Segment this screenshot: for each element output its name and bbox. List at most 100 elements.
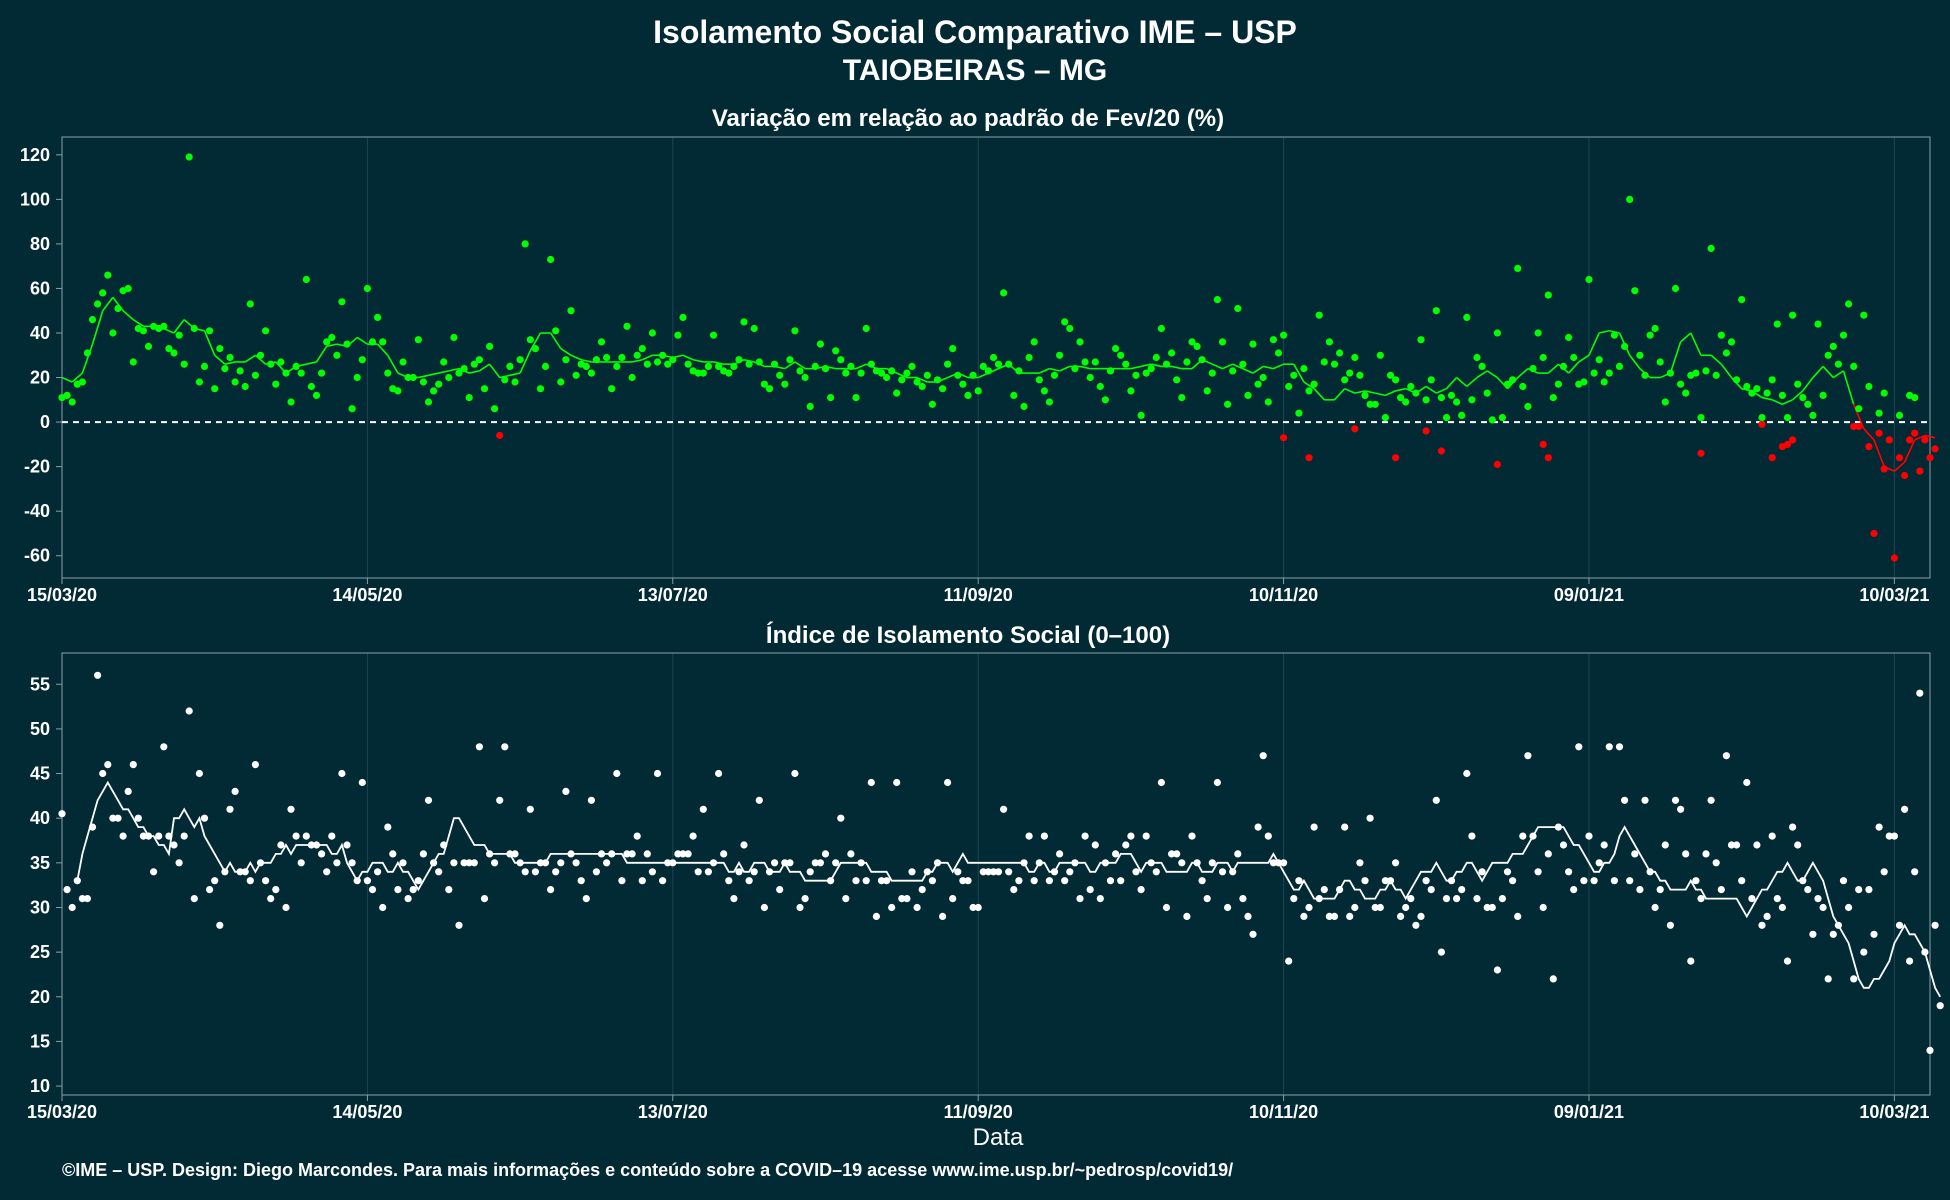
index-point xyxy=(562,787,570,796)
moving-average-segment xyxy=(1771,399,1783,406)
positive-point xyxy=(1458,411,1466,419)
positive-point xyxy=(979,362,987,370)
x-axis-label: Data xyxy=(973,1124,1024,1151)
index-point xyxy=(939,912,947,921)
positive-point xyxy=(842,369,850,377)
positive-point xyxy=(592,356,601,364)
index-point xyxy=(129,761,137,769)
index-point xyxy=(399,859,407,867)
index-point xyxy=(200,814,209,822)
moving-average-segment xyxy=(315,345,328,363)
positive-point xyxy=(1509,376,1517,384)
index-point xyxy=(1509,877,1517,885)
positive-point xyxy=(231,378,239,386)
index-point xyxy=(801,895,809,903)
index-point xyxy=(1086,886,1094,894)
index-point xyxy=(170,841,178,849)
index-point xyxy=(541,859,550,867)
index-point xyxy=(628,850,636,858)
index-point xyxy=(1778,903,1786,912)
x-tick-label: 09/01/21 xyxy=(1554,1102,1624,1122)
positive-point xyxy=(1000,289,1008,297)
index-point xyxy=(1402,903,1410,912)
index-point xyxy=(689,832,697,840)
index-point xyxy=(1300,912,1308,921)
y-tick-label: 10 xyxy=(30,1076,50,1096)
index-point xyxy=(786,859,794,867)
index-point xyxy=(1427,886,1435,894)
positive-point xyxy=(1005,360,1013,368)
positive-point xyxy=(597,338,606,346)
index-point xyxy=(1743,778,1751,787)
index-point xyxy=(720,850,728,858)
index-point xyxy=(699,805,707,813)
index-point xyxy=(984,868,993,876)
positive-point xyxy=(521,240,529,248)
index-point xyxy=(1310,823,1318,831)
index-point xyxy=(842,895,850,903)
positive-point xyxy=(1386,371,1395,379)
index-point xyxy=(1193,859,1201,867)
positive-point xyxy=(1610,331,1618,339)
panel1-title: Variação em relação ao padrão de Fev/20 … xyxy=(712,105,1224,132)
index-point xyxy=(1213,778,1221,787)
index-point xyxy=(1794,841,1802,849)
index-point xyxy=(180,832,188,840)
index-point xyxy=(450,859,458,867)
y-tick-label: 40 xyxy=(30,323,50,343)
index-point xyxy=(959,877,967,885)
positive-point xyxy=(1351,353,1359,362)
index-point xyxy=(1906,957,1914,965)
moving-average-segment xyxy=(1710,354,1722,365)
positive-point xyxy=(1168,349,1176,357)
index-point xyxy=(1412,921,1420,929)
moving-average-segment xyxy=(1598,329,1610,334)
positive-point xyxy=(1850,362,1858,370)
index-point xyxy=(1493,966,1501,974)
plot-frame xyxy=(61,652,1931,1096)
moving-average-segment xyxy=(519,350,532,374)
positive-point xyxy=(1285,382,1293,391)
index-point xyxy=(1697,895,1705,903)
y-tick-label: -60 xyxy=(24,546,50,566)
index-point xyxy=(83,895,91,903)
index-point xyxy=(256,859,265,867)
index-point xyxy=(1132,868,1140,876)
positive-point xyxy=(124,284,132,293)
index-point xyxy=(384,823,392,831)
index-point xyxy=(1534,868,1542,876)
negative-point xyxy=(1422,427,1430,435)
index-point xyxy=(1356,859,1364,867)
index-point xyxy=(1936,1002,1944,1010)
moving-average-segment xyxy=(1547,363,1559,374)
y-tick-label: 30 xyxy=(30,897,50,917)
index-point xyxy=(1544,850,1552,858)
index-point xyxy=(969,903,977,912)
y-tick-label: 35 xyxy=(30,853,50,873)
moving-average-segment xyxy=(376,343,389,356)
index-point xyxy=(944,778,952,787)
index-point xyxy=(1168,850,1176,858)
positive-point xyxy=(791,327,799,335)
index-point xyxy=(989,868,998,876)
index-point xyxy=(526,805,534,813)
positive-point xyxy=(801,373,809,382)
moving-average-segment xyxy=(1038,367,1050,374)
index-point xyxy=(806,868,814,876)
moving-average-segment xyxy=(1690,332,1702,356)
positive-point xyxy=(1280,331,1288,339)
negative-point xyxy=(1539,440,1547,448)
positive-point xyxy=(1320,358,1328,366)
positive-point xyxy=(1295,409,1303,417)
positive-point xyxy=(1188,338,1196,346)
positive-point xyxy=(1147,365,1155,373)
positive-point xyxy=(104,271,112,279)
negative-point xyxy=(1921,436,1929,444)
index-point xyxy=(1605,743,1613,751)
moving-average-segment xyxy=(1903,439,1916,463)
index-point xyxy=(160,743,168,751)
positive-point xyxy=(78,378,86,386)
index-point xyxy=(791,769,799,778)
positive-point xyxy=(241,382,249,391)
moving-average-segment xyxy=(1445,377,1458,390)
